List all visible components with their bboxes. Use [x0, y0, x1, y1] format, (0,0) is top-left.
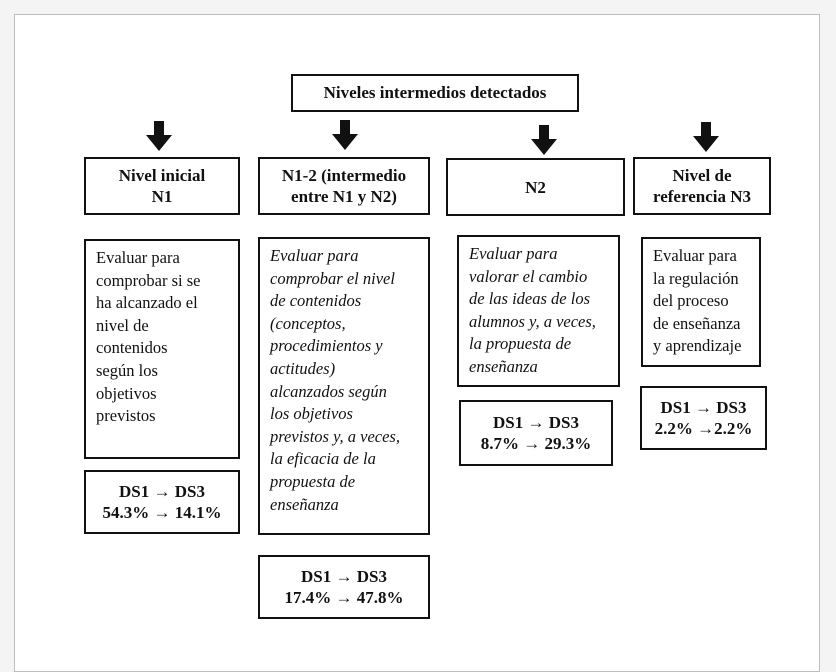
level-stat-n2: DS1 → DS3 8.7% → 29.3% [459, 400, 613, 466]
level-description-n1: Evaluar para comprobar si se ha alcanzad… [84, 239, 240, 459]
stat-values: 2.2% →2.2% [654, 419, 753, 438]
level-header-n1-2: N1-2 (intermedio entre N1 y N2) [258, 157, 430, 215]
stat-label: DS1 → DS3 [119, 482, 205, 501]
level-stat-n3: DS1 → DS3 2.2% →2.2% [640, 386, 767, 450]
stat-label: DS1 → DS3 [660, 398, 747, 417]
level-header-text: N2 [525, 177, 546, 197]
level-description-n2: Evaluar para valorar el cambio de las id… [457, 235, 620, 387]
level-header-n1: Nivel inicial N1 [84, 157, 240, 215]
level-stat-n1-2: DS1 → DS3 17.4% → 47.8% [258, 555, 430, 619]
figure-canvas: Niveles intermedios detectados Nivel ini… [14, 14, 820, 672]
level-stat-n1: DS1 → DS3 54.3% → 14.1% [84, 470, 240, 534]
diagram-title: Niveles intermedios detectados [323, 83, 547, 102]
diagram-title-box: Niveles intermedios detectados [291, 74, 579, 112]
stat-values: 54.3% → 14.1% [102, 503, 222, 522]
level-header-text: Nivel inicial N1 [118, 166, 206, 206]
level-header-text: N1-2 (intermedio entre N1 y N2) [281, 166, 407, 206]
stat-values: 17.4% → 47.8% [284, 588, 404, 607]
down-arrow-icon [332, 120, 358, 150]
level-header-n2: N2 [446, 158, 625, 216]
level-description-n3: Evaluar para la regulación del proceso d… [641, 237, 761, 367]
level-header-text: Nivel de referencia N3 [652, 166, 752, 206]
level-description-n1-2: Evaluar para comprobar el nivel de conte… [258, 237, 430, 535]
level-header-n3: Nivel de referencia N3 [633, 157, 771, 215]
down-arrow-icon [146, 121, 172, 151]
stat-label: DS1 → DS3 [493, 413, 579, 432]
stat-label: DS1 → DS3 [301, 567, 387, 586]
down-arrow-icon [693, 122, 719, 152]
stat-values: 8.7% → 29.3% [480, 434, 592, 453]
down-arrow-icon [531, 125, 557, 155]
